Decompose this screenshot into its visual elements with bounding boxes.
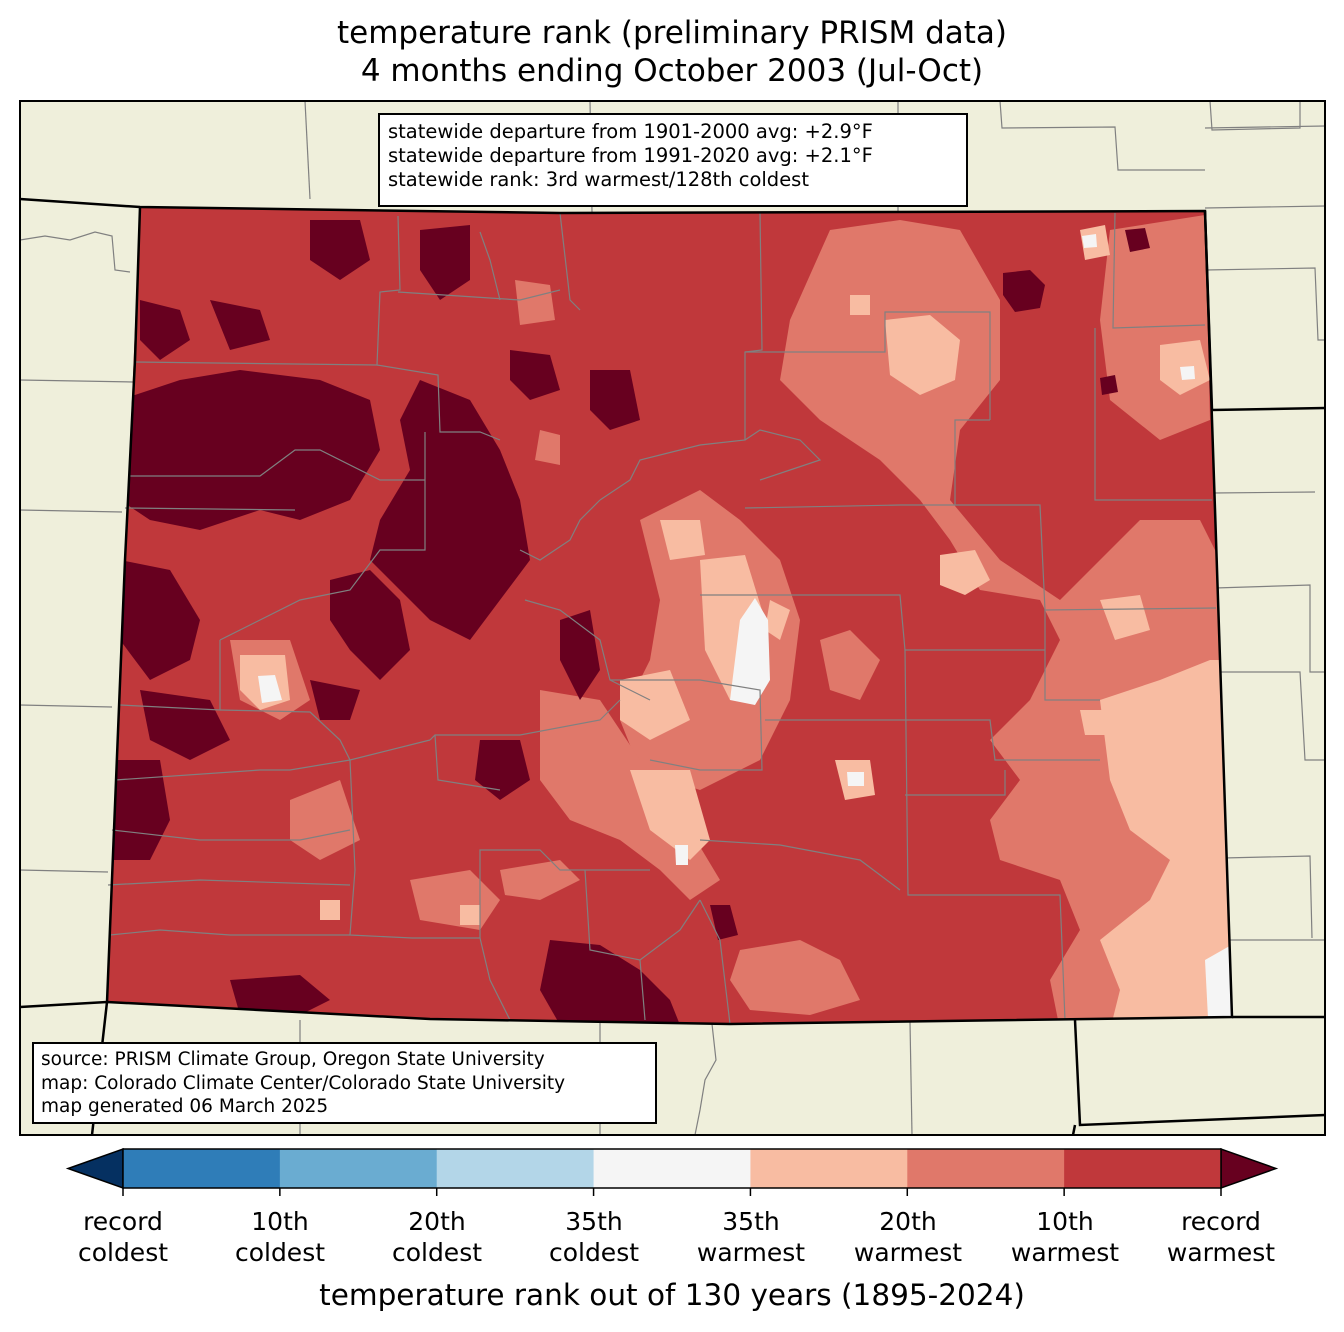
stats-departure-1901-2000: statewide departure from 1901-2000 avg: … [388, 120, 873, 143]
colorbar-tick-label-10th-coldest: 10th coldest [234, 1207, 326, 1267]
colorbar-bin [279, 1149, 438, 1188]
colorbar-bin [593, 1149, 751, 1188]
record-warmest-areas [110, 220, 1150, 1024]
colorbar-tick-label-20th-warmest: 20th warmest [853, 1207, 963, 1267]
map-title-line1: temperature rank (preliminary PRISM data… [336, 15, 1007, 51]
colorbar-tick-label-record-coldest: record coldest [77, 1207, 169, 1267]
source-line: source: PRISM Climate Group, Oregon Stat… [41, 1049, 545, 1070]
colorbar-tick-label-35th-coldest: 35th coldest [548, 1207, 640, 1267]
stats-departure-1991-2020: statewide departure from 1991-2020 avg: … [388, 144, 873, 167]
colorado-county-lines [107, 212, 1217, 1025]
colorbar-tick-label-20th-coldest: 20th coldest [391, 1207, 483, 1267]
colorbar-tick-label-record-warmest: record warmest [1166, 1207, 1276, 1267]
colorbar-bin [907, 1149, 1065, 1188]
colorbar-tick-label-35th-warmest: 35th warmest [696, 1207, 806, 1267]
colorbar-under-extension [65, 1147, 124, 1190]
statewide-stats-box: statewide departure from 1901-2000 avg: … [378, 113, 968, 207]
colorbar-bin [1064, 1149, 1222, 1188]
colorbar [65, 1147, 1279, 1196]
map-title-line2: 4 months ending October 2003 (Jul-Oct) [360, 53, 984, 89]
colorbar-tick-label-10th-warmest: 10th warmest [1010, 1207, 1120, 1267]
colorbar-bin [123, 1149, 281, 1188]
colorbar-over-extension [1220, 1147, 1279, 1190]
colorbar-bin [436, 1149, 595, 1188]
map-credit-line: map: Colorado Climate Center/Colorado St… [41, 1072, 566, 1094]
colorbar-outline [122, 1148, 1222, 1189]
source-credit-box: source: PRISM Climate Group, Oregon Stat… [32, 1042, 657, 1124]
colorbar-title: temperature rank out of 130 years (1895-… [319, 1278, 1025, 1312]
map-frame [19, 100, 1326, 1136]
stats-statewide-rank: statewide rank: 3rd warmest/128th coldes… [388, 168, 809, 191]
colorbar-bin [750, 1149, 908, 1188]
map-generated-line: map generated 06 March 2025 [41, 1096, 329, 1117]
